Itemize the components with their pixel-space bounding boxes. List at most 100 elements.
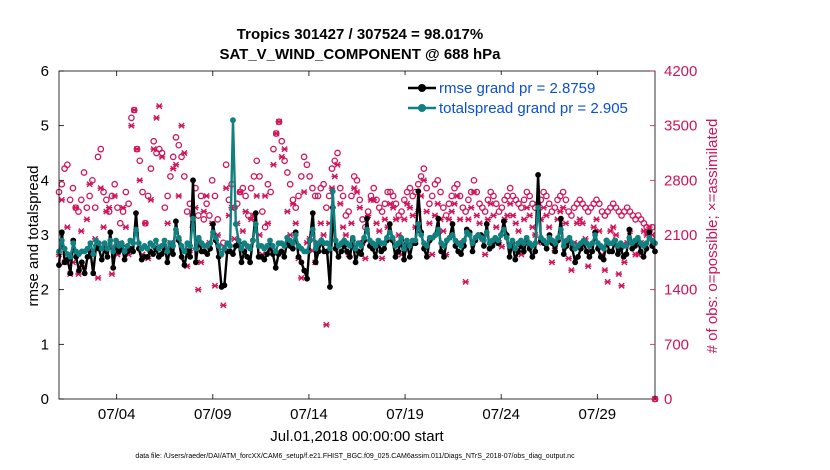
totalspread-point xyxy=(289,240,296,247)
totalspread-point xyxy=(552,240,559,247)
totalspread-point xyxy=(135,240,142,247)
totalspread-point xyxy=(500,226,507,233)
obs-possible-point xyxy=(504,192,511,200)
rmse-point xyxy=(386,221,393,227)
totalspread-point xyxy=(58,237,65,244)
rmse-point xyxy=(438,248,445,255)
obs-assimilated-point xyxy=(339,224,347,231)
obs-assimilated-point xyxy=(320,231,327,239)
obs-possible-point xyxy=(381,200,389,208)
legend-spread-label: totalspread grand pr = 2.905 xyxy=(439,100,628,117)
obs-assimilated-point xyxy=(448,208,455,215)
obs-possible-point xyxy=(58,180,66,188)
obs-assimilated-point xyxy=(493,224,500,231)
obs-assimilated-point xyxy=(108,270,116,278)
totalspread-point xyxy=(181,248,188,255)
obs-assimilated-point xyxy=(362,255,369,262)
obs-possible-point xyxy=(247,184,255,192)
series-layer xyxy=(56,117,658,290)
totalspread-point xyxy=(466,232,473,238)
rmse-point xyxy=(441,253,447,260)
obs-assimilated-point xyxy=(298,274,305,282)
obs-assimilated-point xyxy=(545,224,553,231)
obs-possible-point xyxy=(420,165,428,172)
rmse-point xyxy=(395,248,402,255)
totalspread-point xyxy=(70,240,77,247)
rmse-point xyxy=(552,248,559,255)
obs-assimilated-point xyxy=(423,208,430,215)
obs-possible-point xyxy=(253,157,261,165)
obs-possible-point xyxy=(320,180,327,188)
totalspread-point xyxy=(401,245,407,252)
obs-possible-point xyxy=(270,145,277,153)
rmse-point xyxy=(480,243,487,249)
y-right-tick-label: 3500 xyxy=(664,118,697,135)
obs-possible-point xyxy=(545,200,553,208)
obs-assimilated-point xyxy=(342,231,350,239)
totalspread-point xyxy=(153,237,159,244)
obs-possible-point xyxy=(261,223,269,231)
rmse-point xyxy=(344,248,350,255)
totalspread-point xyxy=(358,243,365,249)
y-axis-right-label: # of obs: o=possible; ×=assimilated xyxy=(704,119,721,354)
obs-assimilated-point xyxy=(607,228,614,235)
totalspread-point xyxy=(232,221,239,227)
obs-possible-point xyxy=(64,161,71,169)
rmse-point xyxy=(289,245,296,252)
totalspread-point xyxy=(187,243,194,249)
totalspread-point xyxy=(218,251,225,258)
totalspread-point xyxy=(192,245,199,252)
totalspread-point xyxy=(589,240,596,247)
rmse-point xyxy=(469,248,476,255)
totalspread-point xyxy=(469,240,476,247)
rmse-point xyxy=(204,251,211,258)
x-tick-label: 07/04 xyxy=(98,406,136,423)
obs-possible-point xyxy=(144,192,152,200)
totalspread-point xyxy=(307,237,313,244)
obs-possible-point xyxy=(125,200,132,208)
totalspread-point xyxy=(144,245,151,252)
totalspread-point xyxy=(101,240,108,247)
obs-possible-point xyxy=(517,204,525,212)
totalspread-point xyxy=(398,234,405,241)
rmse-point xyxy=(535,171,541,178)
obs-assimilated-point xyxy=(181,149,188,157)
chart-title-line2: SAT_V_WIND_COMPONENT @ 688 hPa xyxy=(219,46,501,63)
obs-assimilated-point xyxy=(264,220,272,227)
rmse-point xyxy=(392,253,399,260)
chart-title-line1: Tropics 301427 / 307524 = 98.017% xyxy=(237,26,483,43)
obs-assimilated-point xyxy=(83,216,91,223)
obs-assimilated-point xyxy=(58,196,65,203)
obs-possible-point xyxy=(128,114,135,122)
obs-possible-point xyxy=(370,184,378,192)
obs-assimilated-point xyxy=(86,181,93,188)
obs-assimilated-point xyxy=(169,165,177,172)
totalspread-point xyxy=(364,226,370,233)
obs-possible-point xyxy=(136,157,144,165)
totalspread-point xyxy=(329,188,336,195)
totalspread-point xyxy=(281,243,288,249)
rmse-point xyxy=(84,253,91,260)
x-tick-label: 07/24 xyxy=(482,406,520,423)
obs-possible-point xyxy=(398,208,405,215)
totalspread-point xyxy=(557,226,564,233)
obs-assimilated-point xyxy=(584,263,592,270)
rmse-point xyxy=(401,256,407,263)
legend-box xyxy=(404,75,650,118)
totalspread-point xyxy=(498,232,504,238)
y-right-tick-label: 1400 xyxy=(664,282,697,299)
obs-assimilated-point xyxy=(640,228,648,235)
obs-assimilated-point xyxy=(289,200,297,207)
y-right-tick-label: 2100 xyxy=(664,227,697,244)
rmse-point xyxy=(312,259,319,266)
obs-assimilated-point xyxy=(334,161,341,168)
x-tick-label: 07/29 xyxy=(579,406,617,423)
totalspread-point xyxy=(372,243,379,249)
legend-rmse-label: rmse grand pr = 2.8759 xyxy=(439,80,595,97)
totalspread-point xyxy=(150,243,157,249)
obs-assimilated-point xyxy=(610,224,617,231)
totalspread-point xyxy=(264,243,271,249)
rmse-point xyxy=(532,248,539,255)
totalspread-point xyxy=(272,248,279,255)
obs-assimilated-point xyxy=(100,224,107,231)
